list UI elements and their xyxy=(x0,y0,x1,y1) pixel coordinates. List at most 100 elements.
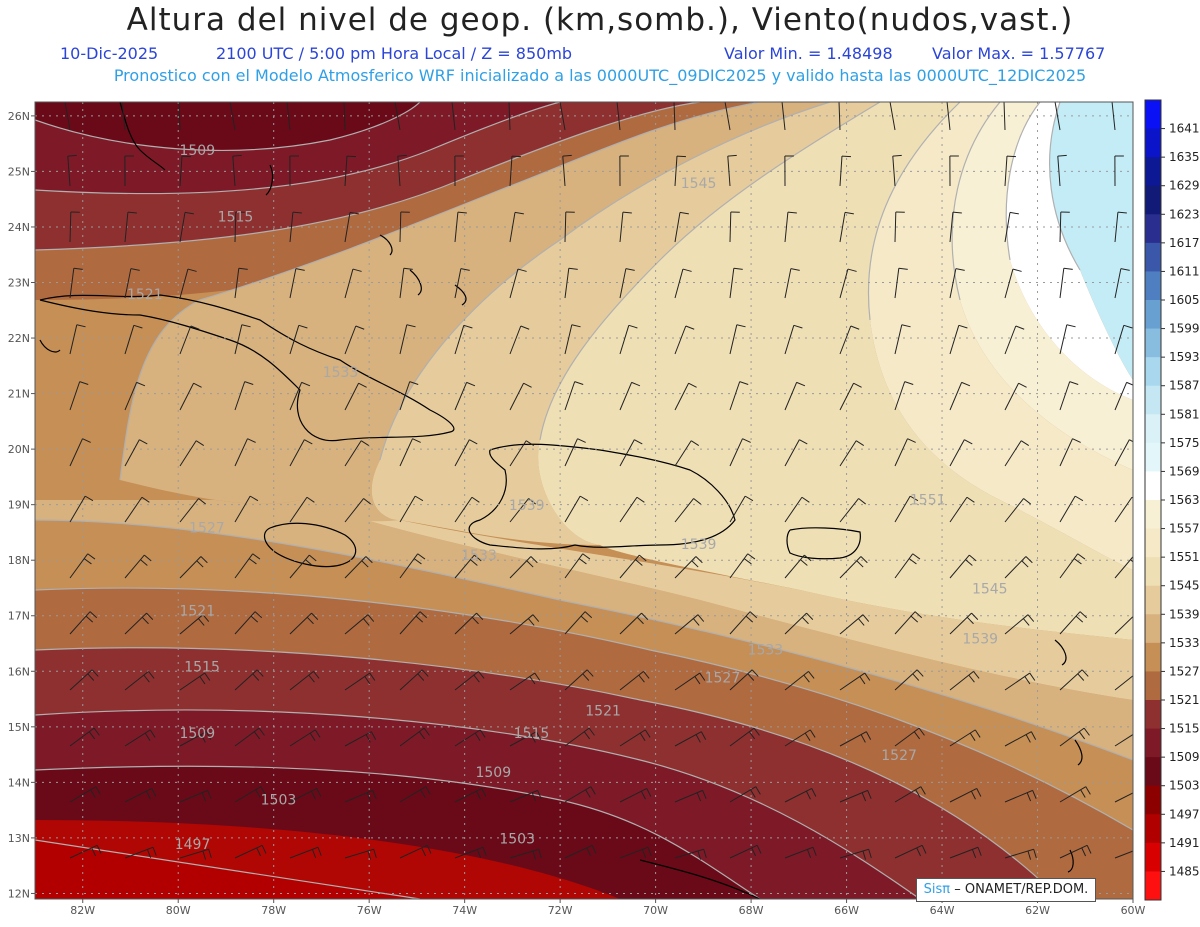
contour-labels: 1509 1515 1521 1533 1545 1551 1539 1539 1533 1527… xyxy=(127,143,1008,853)
legend-swatch xyxy=(1145,785,1161,815)
wind-barb xyxy=(454,846,487,859)
legend-swatch xyxy=(1145,328,1161,358)
wind-barb xyxy=(124,155,134,187)
contour-label: 1527 xyxy=(705,670,741,686)
wind-barb xyxy=(894,324,911,355)
wind-barb xyxy=(949,496,975,523)
wind-barb xyxy=(619,729,651,747)
legend-label: 1587 xyxy=(1169,379,1200,393)
legend-label: 1635 xyxy=(1169,150,1200,164)
legend-swatch xyxy=(1145,842,1161,872)
wind-barb xyxy=(894,844,927,859)
wind-barb xyxy=(124,846,157,859)
contour-label: 1533 xyxy=(461,548,497,564)
wind-barb xyxy=(124,381,146,411)
wind-barb xyxy=(399,844,432,859)
wind-barbs xyxy=(64,102,1133,860)
wind-barb xyxy=(839,325,860,355)
legend-swatch xyxy=(1145,757,1161,787)
wind-barb xyxy=(234,495,259,523)
legend-label: 1503 xyxy=(1169,779,1200,793)
legend-label: 1599 xyxy=(1169,322,1200,336)
wind-barb xyxy=(619,211,632,243)
wind-barb xyxy=(949,554,977,579)
lat-tick-label: 17N xyxy=(8,610,30,623)
band-1521-south xyxy=(35,588,1133,899)
lesser-antilles-1 xyxy=(1054,639,1067,666)
wind-barb xyxy=(949,788,982,803)
lat-tick-label: 18N xyxy=(8,554,30,567)
wind-barb xyxy=(564,611,593,635)
lon-tick-label: 74W xyxy=(452,904,477,917)
contour-label: 1521 xyxy=(585,704,621,720)
wind-barb xyxy=(1059,553,1086,579)
wind-barb xyxy=(454,671,485,691)
wind-barb xyxy=(234,844,267,859)
wind-barb xyxy=(564,495,589,523)
wind-barb xyxy=(344,440,370,467)
wind-barb xyxy=(289,439,313,467)
wind-barb xyxy=(949,268,965,299)
wind-barb xyxy=(1059,438,1081,467)
wind-barb xyxy=(234,786,266,803)
wind-barb xyxy=(399,381,419,411)
wind-barb xyxy=(509,155,521,187)
band-1503-north xyxy=(35,102,420,151)
wind-barb xyxy=(399,611,428,635)
wind-barb xyxy=(509,440,535,467)
wind-barb xyxy=(564,324,581,355)
wind-barb xyxy=(124,211,137,243)
wind-barb xyxy=(616,102,621,131)
contour-label: 1509 xyxy=(179,726,215,742)
forecast-time: 2100 UTC / 5:00 pm Hora Local / Z = 850m… xyxy=(216,44,573,63)
wind-barb xyxy=(839,556,868,579)
wind-barb xyxy=(344,155,356,187)
wind-barb xyxy=(399,553,426,579)
wind-barb xyxy=(67,154,77,187)
wind-barb xyxy=(394,102,401,131)
wind-barb xyxy=(1114,792,1133,803)
legend-label: 1641 xyxy=(1169,122,1200,136)
legend-label: 1623 xyxy=(1169,207,1200,221)
contour-label: 1527 xyxy=(189,520,225,536)
wind-barb xyxy=(1059,324,1076,355)
contour-label: 1527 xyxy=(881,748,917,764)
wind-barb xyxy=(454,729,486,747)
wind-barb xyxy=(451,102,456,131)
wind-barb xyxy=(949,439,973,467)
wind-barb xyxy=(344,848,377,860)
contour-label: 1533 xyxy=(748,643,784,659)
wind-barb xyxy=(562,154,572,187)
wind-barb xyxy=(839,155,851,187)
wind-barb xyxy=(673,102,676,131)
legend-label: 1575 xyxy=(1169,436,1200,450)
wind-barb xyxy=(69,381,89,411)
lon-tick-label: 62W xyxy=(1025,904,1050,917)
wind-barb xyxy=(1059,669,1089,691)
wind-barb xyxy=(619,496,645,523)
legend-swatch xyxy=(1145,442,1161,472)
wind-barb xyxy=(399,438,421,467)
wind-barb xyxy=(889,102,896,131)
wind-barb xyxy=(1111,102,1116,131)
wind-barb xyxy=(729,669,759,691)
wind-barb xyxy=(1004,731,1037,747)
legend-swatch xyxy=(1145,242,1161,272)
wind-barb xyxy=(454,211,467,243)
wind-barb xyxy=(1059,495,1084,523)
wind-barb xyxy=(454,788,487,803)
wind-barb xyxy=(1114,850,1133,859)
wind-barb xyxy=(454,381,476,411)
wind-barb xyxy=(234,553,261,579)
wind-barb xyxy=(289,846,322,859)
wind-barb xyxy=(619,155,629,187)
credit-box: Sisπ – ONAMET/REP.DOM. xyxy=(916,878,1096,902)
wind-barb xyxy=(289,729,321,747)
wind-barb xyxy=(674,731,707,747)
wind-barb xyxy=(1059,844,1092,859)
wind-barb xyxy=(124,268,140,299)
contour-label: 1497 xyxy=(175,837,211,853)
legend-swatch xyxy=(1145,185,1161,215)
wind-barb xyxy=(1059,786,1091,803)
lon-tick-label: 70W xyxy=(643,904,668,917)
